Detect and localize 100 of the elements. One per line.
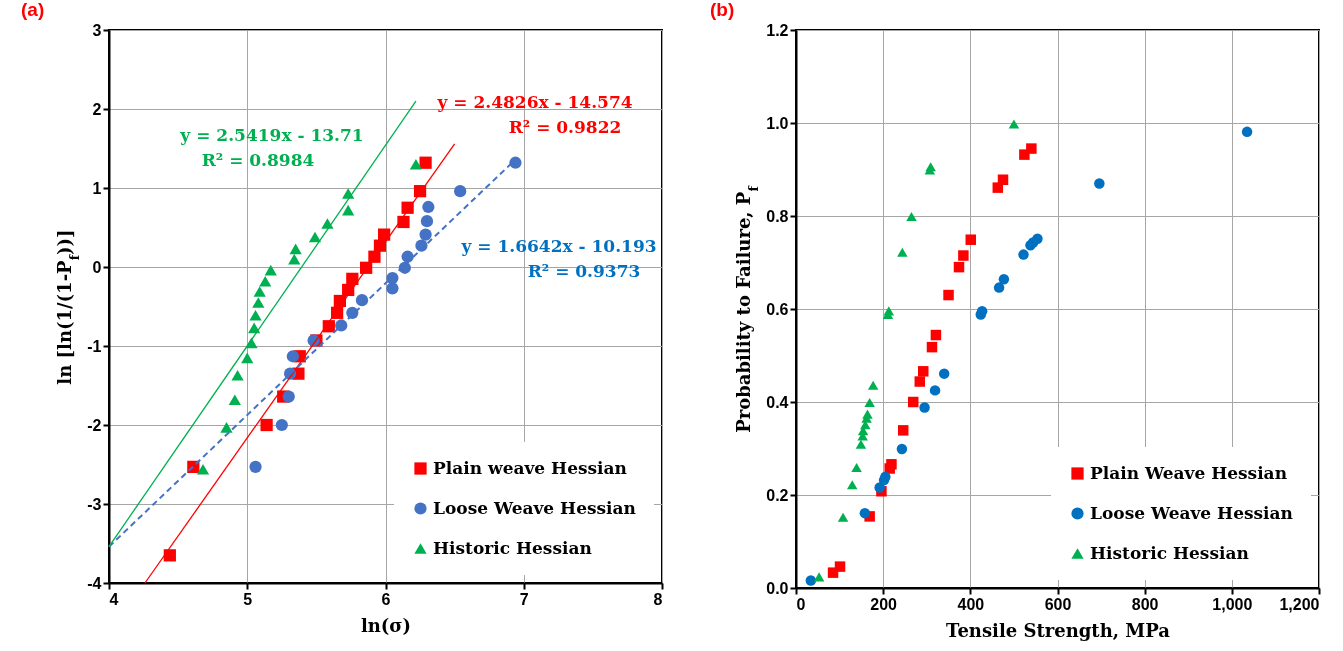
point — [321, 218, 334, 229]
x-tick-label: 4 — [109, 590, 119, 608]
point — [914, 376, 926, 387]
x-tick-label: 800 — [1131, 595, 1159, 613]
y-tick-label: 1 — [92, 179, 102, 197]
y-tick-label: 1.0 — [766, 114, 789, 132]
point — [918, 366, 929, 377]
point — [509, 156, 522, 169]
y-tick-label: -4 — [87, 574, 102, 592]
annotation: R² = 0.9373 — [527, 261, 641, 281]
legend-label: Historic Hessian — [1090, 542, 1249, 563]
point — [993, 282, 1005, 293]
point — [259, 275, 272, 287]
y-tick-label: 0.0 — [766, 579, 789, 597]
y-tick-label: 1.2 — [766, 21, 789, 39]
point — [813, 572, 825, 582]
point — [834, 561, 846, 572]
annotation: y = 1.6642x - 10.193 — [460, 236, 657, 256]
y-tick-label: 0.2 — [766, 486, 789, 504]
point — [241, 352, 254, 364]
point — [859, 507, 871, 519]
point — [846, 480, 858, 490]
point — [249, 309, 262, 321]
point — [401, 201, 414, 214]
point — [409, 159, 423, 170]
point — [906, 211, 917, 222]
y-tick-label: -3 — [87, 495, 102, 513]
point — [1241, 126, 1253, 138]
point — [249, 460, 262, 473]
x-tick-label: 7 — [519, 590, 529, 608]
point — [377, 228, 391, 241]
point — [422, 200, 435, 214]
point — [851, 463, 862, 473]
point — [953, 261, 965, 273]
point — [998, 274, 1010, 285]
point — [862, 409, 873, 419]
point — [867, 380, 879, 390]
point — [231, 369, 244, 381]
point — [919, 402, 930, 413]
y-tick-label: 0 — [92, 258, 102, 276]
point — [253, 286, 266, 297]
x-tick-label: 200 — [870, 595, 898, 613]
point — [874, 482, 885, 493]
point — [346, 272, 359, 285]
legend-label: Loose Weave Hessian — [433, 497, 636, 518]
point — [805, 575, 817, 586]
point — [926, 341, 938, 353]
y-tick-label: -2 — [87, 416, 102, 434]
point — [930, 329, 942, 341]
point — [289, 243, 302, 255]
x-tick-label: 6 — [381, 590, 391, 608]
point — [342, 204, 355, 216]
point — [419, 228, 432, 241]
annotation: y = 2.5419x - 13.71 — [179, 125, 364, 145]
y-tick-label: 0.6 — [766, 300, 789, 318]
point — [1018, 249, 1029, 260]
y-tick-label: 2 — [92, 100, 102, 118]
x-tick-label: 1,000 — [1212, 595, 1253, 613]
point — [897, 425, 909, 436]
point — [264, 264, 277, 276]
point — [286, 350, 299, 363]
x-tick-label: 8 — [653, 590, 663, 608]
point — [420, 215, 434, 228]
y-tick-label: 0.8 — [766, 207, 789, 225]
x-tick-label: 1,200 — [1279, 595, 1320, 613]
point — [896, 443, 908, 455]
point — [397, 215, 410, 229]
y-tick-label: 0.4 — [766, 393, 789, 411]
y-tick-label: 3 — [92, 21, 102, 39]
legend-label: Plain Weave Hessian — [1090, 462, 1287, 483]
point — [260, 418, 273, 432]
x-tick-label: 400 — [957, 595, 985, 613]
point — [220, 422, 233, 433]
point — [855, 439, 867, 449]
point — [275, 418, 288, 432]
point — [864, 397, 875, 408]
point — [958, 250, 969, 261]
legend-label: Historic Hessian — [433, 537, 592, 558]
legend-label: Loose Weave Hessian — [1090, 502, 1293, 523]
point — [252, 297, 265, 308]
point — [228, 394, 241, 406]
point — [965, 234, 977, 245]
point — [282, 390, 295, 403]
x-tick-label: 0 — [796, 595, 806, 613]
point — [1008, 119, 1020, 129]
point — [1026, 143, 1037, 154]
point — [997, 174, 1009, 185]
x-tick-label: 600 — [1044, 595, 1072, 613]
point — [288, 253, 301, 265]
point — [342, 188, 355, 199]
y-tick-label: -1 — [87, 337, 102, 355]
point — [196, 463, 210, 475]
point — [883, 306, 895, 316]
chart-title: (a) — [21, 0, 45, 20]
point — [908, 396, 919, 408]
point — [1032, 233, 1043, 245]
point — [837, 512, 849, 522]
point — [897, 247, 908, 257]
point — [929, 385, 941, 396]
x-axis-title: ln(σ) — [360, 614, 412, 636]
